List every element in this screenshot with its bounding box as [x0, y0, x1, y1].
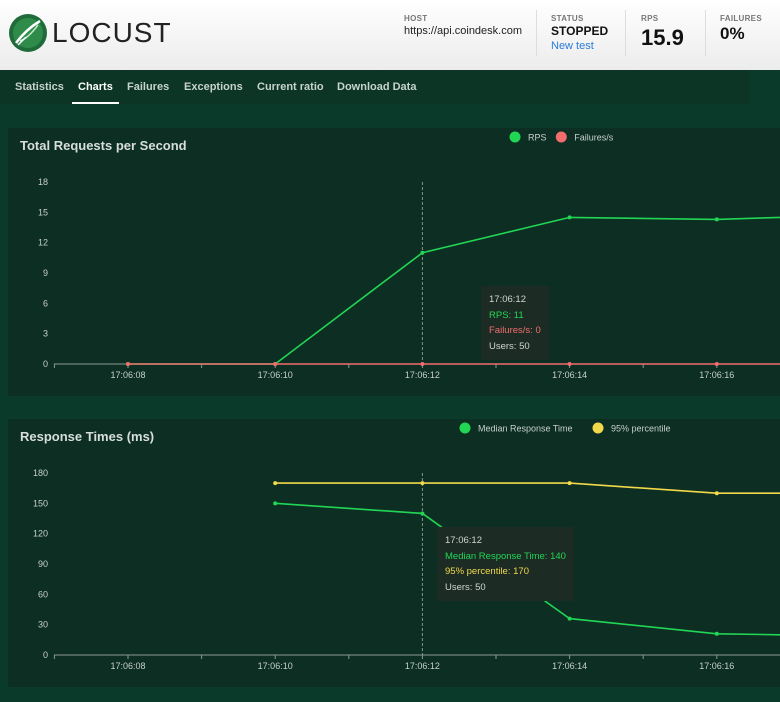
header-divider — [536, 10, 537, 56]
data-point[interactable] — [714, 217, 719, 222]
x-tick-label: 17:06:12 — [405, 661, 440, 671]
y-tick-label: 15 — [38, 207, 48, 217]
chart-title: Response Times (ms) — [20, 429, 155, 444]
data-point[interactable] — [714, 362, 719, 366]
status-label: STATUS — [551, 14, 584, 23]
header-divider — [625, 10, 626, 56]
chart-title: Total Requests per Second — [20, 138, 187, 153]
top-header: LOCUST HOST https://api.coindesk.com STA… — [0, 0, 780, 70]
x-tick-label: 17:06:16 — [699, 370, 734, 380]
tooltip-time: 17:06:12 — [445, 535, 482, 546]
data-point[interactable] — [420, 511, 425, 516]
legend-label[interactable]: 95% percentile — [611, 424, 671, 434]
rps-stat: RPS 15.9 — [641, 14, 684, 51]
brand-name: LOCUST — [52, 17, 172, 48]
rps-label: RPS — [641, 14, 659, 23]
legend-marker[interactable] — [459, 422, 471, 434]
y-tick-label: 60 — [38, 589, 48, 599]
header-divider — [705, 10, 706, 56]
data-point[interactable] — [273, 362, 278, 366]
host-value: https://api.coindesk.com — [404, 25, 523, 37]
data-point[interactable] — [420, 250, 425, 255]
tooltip-rps: RPS: 11 — [489, 309, 524, 321]
x-tick-label: 17:06:12 — [405, 370, 440, 380]
rps-chart-panel: Total Requests per Second RPS Failures/s 0… — [8, 128, 780, 396]
data-point[interactable] — [567, 616, 572, 621]
y-tick-label: 18 — [38, 177, 48, 187]
tab-download-data[interactable]: Download Data — [337, 81, 417, 93]
status-stat: STATUS STOPPED New test — [551, 14, 608, 52]
data-point[interactable] — [567, 481, 572, 486]
tab-exceptions[interactable]: Exceptions — [184, 81, 243, 93]
tooltip-users: Users: 50 — [489, 340, 530, 352]
data-point[interactable] — [567, 215, 572, 220]
x-tick-label: 17:06:08 — [110, 661, 145, 671]
tooltip-users: Users: 50 — [445, 581, 486, 593]
tab-charts[interactable]: Charts — [72, 70, 119, 104]
y-tick-label: 150 — [33, 498, 48, 508]
tab-current-ratio[interactable]: Current ratio — [257, 81, 324, 93]
legend-marker[interactable] — [592, 422, 604, 434]
x-tick-label: 17:06:08 — [110, 370, 145, 380]
response-times-chart: Median Response Time 95% percentile 0 30 60 9… — [33, 422, 780, 671]
y-tick-label: 180 — [33, 468, 48, 478]
x-tick-label: 17:06:14 — [552, 661, 587, 671]
x-tick-label: 17:06:16 — [699, 661, 734, 671]
data-point[interactable] — [126, 362, 130, 366]
data-point[interactable] — [273, 501, 278, 506]
status-value: STOPPED — [551, 24, 609, 38]
y-tick-label: 0 — [43, 650, 48, 660]
tooltip-median: Median Response Time: 140 — [445, 550, 566, 562]
data-point[interactable] — [420, 481, 425, 486]
data-point[interactable] — [714, 491, 719, 496]
tooltip-p95: 95% percentile: 170 — [445, 566, 529, 577]
legend-marker[interactable] — [555, 131, 567, 143]
y-tick-label: 0 — [43, 359, 48, 369]
tab-bar: Statistics Charts Failures Exceptions Cu… — [0, 70, 750, 104]
x-tick-label: 17:06:10 — [258, 661, 293, 671]
y-tick-label: 120 — [33, 529, 48, 539]
data-point[interactable] — [714, 631, 719, 636]
legend-label[interactable]: Failures/s — [574, 133, 614, 143]
y-tick-label: 6 — [43, 298, 48, 308]
locust-logo-icon — [9, 14, 47, 52]
chart-tooltip: 17:06:12 Median Response Time: 140 95% p… — [437, 527, 574, 601]
series-line[interactable] — [275, 482, 780, 495]
host-label: HOST — [404, 14, 428, 23]
x-tick-label: 17:06:14 — [552, 370, 587, 380]
series-line[interactable] — [128, 216, 780, 365]
y-tick-label: 9 — [43, 268, 48, 278]
tooltip-time: 17:06:12 — [489, 294, 526, 305]
legend-marker[interactable] — [509, 131, 521, 143]
y-tick-label: 3 — [43, 329, 48, 339]
legend-label[interactable]: Median Response Time — [478, 424, 573, 434]
failures-stat: FAILURES 0% — [720, 14, 762, 44]
x-tick-label: 17:06:10 — [258, 370, 293, 380]
rps-chart: RPS Failures/s 0 3 6 9 12 15 18 17:06:08 17:06:10 1… — [38, 131, 780, 380]
y-tick-label: 30 — [38, 620, 48, 630]
failures-value: 0% — [720, 24, 745, 43]
tab-statistics[interactable]: Statistics — [15, 81, 64, 93]
host-stat: HOST https://api.coindesk.com — [404, 14, 522, 37]
y-tick-label: 90 — [38, 559, 48, 569]
legend-label[interactable]: RPS — [528, 133, 547, 143]
new-test-link[interactable]: New test — [551, 40, 594, 52]
tab-failures[interactable]: Failures — [127, 81, 170, 93]
failures-label: FAILURES — [720, 14, 762, 23]
data-point[interactable] — [273, 481, 278, 486]
data-point[interactable] — [420, 362, 425, 366]
tooltip-failures: Failures/s: 0 — [489, 325, 541, 336]
y-tick-label: 12 — [38, 238, 48, 248]
chart-tooltip: 17:06:12 RPS: 11 Failures/s: 0 Users: 50 — [481, 286, 549, 360]
response-times-chart-panel: Response Times (ms) Median Response Time… — [8, 419, 780, 687]
data-point[interactable] — [567, 362, 572, 366]
rps-value: 15.9 — [641, 25, 684, 50]
